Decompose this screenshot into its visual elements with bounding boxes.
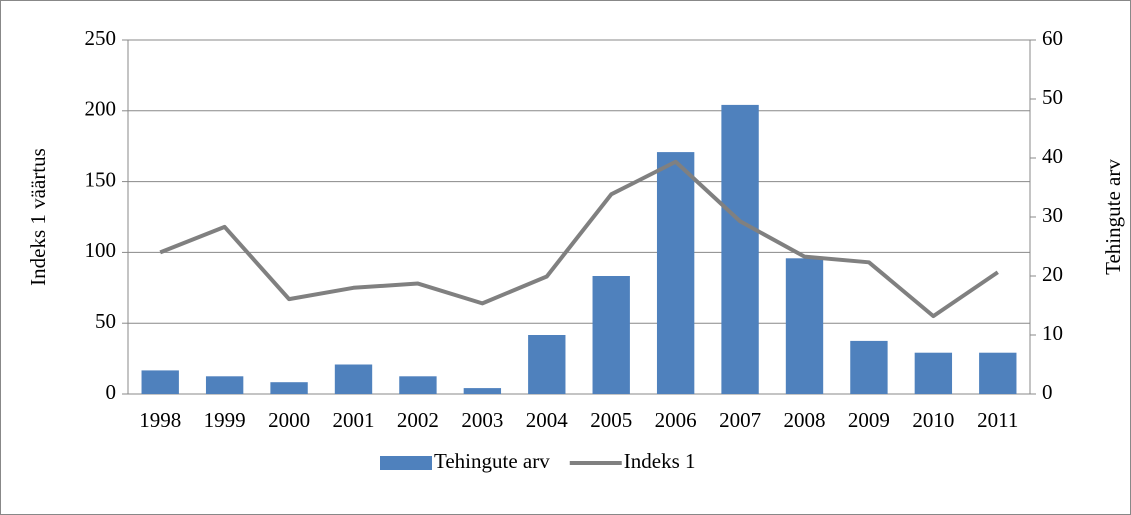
x-tick-label: 2007 [719, 408, 761, 432]
bar [785, 258, 824, 394]
x-tick-label: 1999 [204, 408, 246, 432]
bar [592, 276, 630, 394]
y2-tick-label: 30 [1042, 203, 1063, 227]
x-tick-label: 2005 [590, 408, 632, 432]
bar [914, 352, 953, 394]
x-tick-label: 2010 [912, 408, 954, 432]
bar [850, 340, 888, 394]
x-tick-label: 2000 [268, 408, 310, 432]
bar [721, 104, 759, 395]
x-tick-label: 2008 [784, 408, 826, 432]
x-tick-label: 2011 [977, 408, 1018, 432]
y-tick-label: 50 [95, 309, 116, 333]
y-tick-label: 150 [85, 167, 117, 191]
x-tick-label: 2009 [848, 408, 890, 432]
y-tick-label: 0 [106, 380, 117, 404]
y2-axis-title: Tehingute arv [1101, 159, 1125, 275]
bar [399, 376, 437, 394]
x-tick-label: 2002 [397, 408, 439, 432]
x-tick-label: 2006 [655, 408, 697, 432]
y2-tick-label: 0 [1042, 380, 1053, 404]
line-series [159, 159, 999, 319]
x-tick-label: 2003 [461, 408, 503, 432]
bar [528, 335, 566, 394]
x-tick-label: 2001 [333, 408, 375, 432]
bar [656, 152, 695, 394]
bar [463, 388, 502, 394]
bar [205, 376, 244, 394]
y2-tick-label: 40 [1042, 144, 1063, 168]
y-tick-label: 250 [85, 26, 117, 50]
x-tick-label: 2004 [526, 408, 569, 432]
bar [979, 352, 1017, 394]
bar [334, 364, 373, 394]
y2-tick-label: 10 [1042, 321, 1063, 345]
legend-label: Indeks 1 [624, 449, 696, 473]
y2-tick-label: 50 [1042, 85, 1063, 109]
x-tick-label: 1998 [139, 408, 181, 432]
legend-swatch [380, 456, 432, 470]
bar [270, 382, 308, 394]
y-tick-label: 200 [85, 97, 117, 121]
y-tick-label: 100 [85, 238, 117, 262]
y-axis-title: Indeks 1 väärtus [26, 148, 50, 286]
y2-tick-label: 60 [1042, 26, 1063, 50]
y2-tick-label: 20 [1042, 262, 1063, 286]
legend-label: Tehingute arv [434, 449, 550, 473]
bar [141, 370, 179, 394]
